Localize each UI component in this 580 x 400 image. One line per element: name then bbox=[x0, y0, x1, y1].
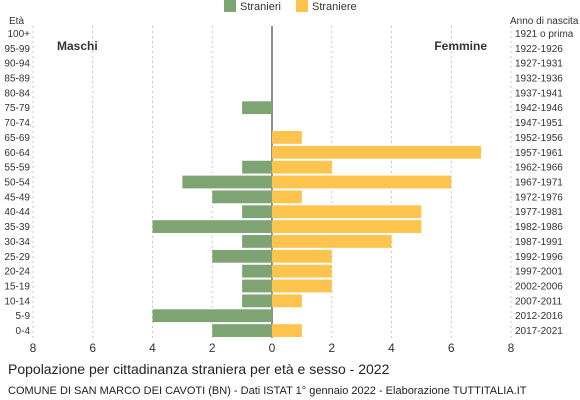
bar-stranieri-25-29 bbox=[212, 249, 272, 263]
bar-straniere-0-4 bbox=[272, 324, 302, 337]
age-label: 85-89 bbox=[4, 74, 30, 85]
birth-year-label: 1927-1931 bbox=[515, 59, 563, 70]
bar-stranieri-5-9 bbox=[152, 309, 272, 323]
age-label: 70-74 bbox=[4, 118, 30, 129]
bar-straniere-25-29 bbox=[272, 249, 332, 263]
age-label: 50-54 bbox=[4, 178, 30, 189]
x-tick-label: 4 bbox=[388, 341, 395, 355]
bar-straniere-40-44 bbox=[272, 205, 422, 219]
birth-year-label: 1942-1946 bbox=[515, 103, 563, 114]
age-label: 30-34 bbox=[4, 237, 30, 248]
bar-stranieri-20-24 bbox=[242, 264, 272, 278]
left-axis-title: Età bbox=[9, 16, 24, 27]
birth-year-label: 2007-2011 bbox=[515, 296, 563, 307]
birth-year-label: 1972-1976 bbox=[515, 192, 563, 203]
age-label: 0-4 bbox=[16, 326, 31, 337]
legend-swatch-straniere bbox=[296, 0, 308, 12]
bar-straniere-60-64 bbox=[272, 145, 482, 159]
legend-swatch-stranieri bbox=[224, 0, 236, 12]
x-tick-label: 2 bbox=[209, 341, 216, 355]
bar-straniere-30-34 bbox=[272, 235, 392, 248]
age-label: 35-39 bbox=[4, 222, 30, 233]
bar-stranieri-55-59 bbox=[242, 160, 272, 174]
age-label: 55-59 bbox=[4, 163, 30, 174]
birth-year-label: 1932-1936 bbox=[515, 74, 563, 85]
x-tick-label: 8 bbox=[508, 341, 515, 355]
age-label: 95-99 bbox=[4, 44, 30, 55]
bar-stranieri-45-49 bbox=[212, 190, 272, 204]
bar-stranieri-0-4 bbox=[212, 324, 272, 337]
birth-year-label: 1922-1926 bbox=[515, 44, 563, 55]
x-tick-label: 2 bbox=[328, 341, 335, 355]
birth-year-label: 2017-2021 bbox=[515, 326, 563, 337]
birth-year-label: 1982-1986 bbox=[515, 222, 563, 233]
age-labels: 100+ 95-99 90-94 85-89 80-84 75-79 70-74 65-69 6… bbox=[4, 29, 30, 337]
chart-title: Popolazione per cittadinanza straniera p… bbox=[8, 361, 390, 377]
legend-label-straniere: Straniere bbox=[312, 1, 357, 13]
birth-year-label: 1921 o prima bbox=[515, 29, 574, 40]
birth-year-label: 1957-1961 bbox=[515, 148, 563, 159]
bar-straniere-45-49 bbox=[272, 190, 302, 204]
bar-stranieri-30-34 bbox=[242, 235, 272, 248]
x-tick-label: 6 bbox=[448, 341, 455, 355]
birth-year-label: 1987-1991 bbox=[515, 237, 563, 248]
x-tick-label: 6 bbox=[89, 341, 96, 355]
age-label: 65-69 bbox=[4, 133, 30, 144]
birth-year-label: 1947-1951 bbox=[515, 118, 563, 129]
bar-straniere-55-59 bbox=[272, 160, 332, 174]
birth-year-label: 1992-1996 bbox=[515, 252, 563, 263]
birth-year-label: 1977-1981 bbox=[515, 207, 563, 218]
age-label: 60-64 bbox=[4, 148, 30, 159]
birth-year-label: 1967-1971 bbox=[515, 178, 563, 189]
males-label: Maschi bbox=[57, 39, 98, 53]
birth-year-label: 1937-1941 bbox=[515, 88, 563, 99]
bar-straniere-20-24 bbox=[272, 264, 332, 278]
birth-year-labels: 1921 o prima 1922-1926 1927-1931 1932-1936 1… bbox=[515, 29, 574, 337]
bar-straniere-10-14 bbox=[272, 294, 302, 308]
age-label: 40-44 bbox=[4, 207, 30, 218]
age-label: 5-9 bbox=[16, 311, 31, 322]
x-tick-labels: 8 6 4 2 0 2 4 6 8 bbox=[30, 341, 515, 355]
age-label: 100+ bbox=[7, 29, 30, 40]
birth-year-label: 2002-2006 bbox=[515, 282, 563, 293]
birth-year-label: 1952-1956 bbox=[515, 133, 563, 144]
bar-stranieri-40-44 bbox=[242, 205, 272, 219]
birth-year-label: 1962-1966 bbox=[515, 163, 563, 174]
bar-stranieri-50-54 bbox=[182, 175, 272, 189]
x-tick-label: 0 bbox=[269, 341, 276, 355]
birth-year-label: 1997-2001 bbox=[515, 267, 563, 278]
age-label: 45-49 bbox=[4, 192, 30, 203]
bar-straniere-15-19 bbox=[272, 279, 332, 293]
age-label: 15-19 bbox=[4, 282, 30, 293]
legend-label-stranieri: Stranieri bbox=[240, 1, 281, 13]
bar-straniere-50-54 bbox=[272, 175, 452, 189]
age-label: 90-94 bbox=[4, 59, 30, 70]
bar-stranieri-75-79 bbox=[242, 101, 272, 115]
birth-year-label: 2012-2016 bbox=[515, 311, 563, 322]
age-label: 80-84 bbox=[4, 88, 30, 99]
age-label: 10-14 bbox=[4, 296, 30, 307]
bar-stranieri-15-19 bbox=[242, 279, 272, 293]
chart-subtitle: COMUNE DI SAN MARCO DEI CAVOTI (BN) - Da… bbox=[8, 385, 527, 397]
x-tick-label: 4 bbox=[149, 341, 156, 355]
age-label: 25-29 bbox=[4, 252, 30, 263]
age-label: 20-24 bbox=[4, 267, 30, 278]
right-axis-title: Anno di nascita bbox=[510, 16, 579, 27]
age-label: 75-79 bbox=[4, 103, 30, 114]
legend: Stranieri Straniere bbox=[224, 0, 357, 13]
bar-stranieri-10-14 bbox=[242, 294, 272, 308]
bar-straniere-35-39 bbox=[272, 220, 422, 233]
bars bbox=[152, 101, 482, 337]
bar-stranieri-35-39 bbox=[152, 220, 272, 233]
females-label: Femmine bbox=[434, 39, 487, 53]
bar-straniere-65-69 bbox=[272, 131, 302, 144]
x-tick-label: 8 bbox=[30, 341, 37, 355]
